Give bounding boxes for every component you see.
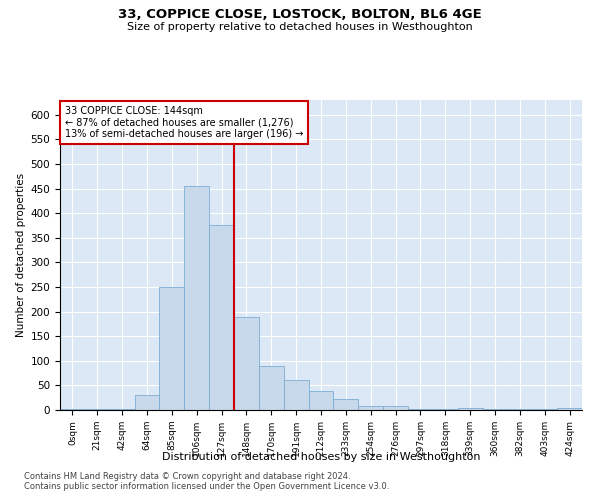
Bar [234,316,259,410]
Bar [184,186,209,410]
Bar [110,409,134,410]
Bar [60,409,85,410]
Bar [383,406,408,410]
Bar [209,226,234,410]
Text: Contains public sector information licensed under the Open Government Licence v3: Contains public sector information licen… [24,482,389,491]
Bar [532,409,557,410]
Bar [458,408,482,410]
Bar [433,409,458,410]
Bar [160,287,184,410]
Text: 33 COPPICE CLOSE: 144sqm
← 87% of detached houses are smaller (1,276)
13% of sem: 33 COPPICE CLOSE: 144sqm ← 87% of detach… [65,106,304,140]
Y-axis label: Number of detached properties: Number of detached properties [16,173,26,337]
Text: Distribution of detached houses by size in Westhoughton: Distribution of detached houses by size … [162,452,480,462]
Bar [134,395,160,410]
Bar [284,380,308,410]
Bar [557,408,582,410]
Bar [85,409,110,410]
Bar [508,409,532,410]
Bar [358,406,383,410]
Text: Size of property relative to detached houses in Westhoughton: Size of property relative to detached ho… [127,22,473,32]
Bar [482,409,508,410]
Bar [408,409,433,410]
Text: 33, COPPICE CLOSE, LOSTOCK, BOLTON, BL6 4GE: 33, COPPICE CLOSE, LOSTOCK, BOLTON, BL6 … [118,8,482,20]
Bar [259,366,284,410]
Text: Contains HM Land Registry data © Crown copyright and database right 2024.: Contains HM Land Registry data © Crown c… [24,472,350,481]
Bar [334,399,358,410]
Bar [308,392,334,410]
